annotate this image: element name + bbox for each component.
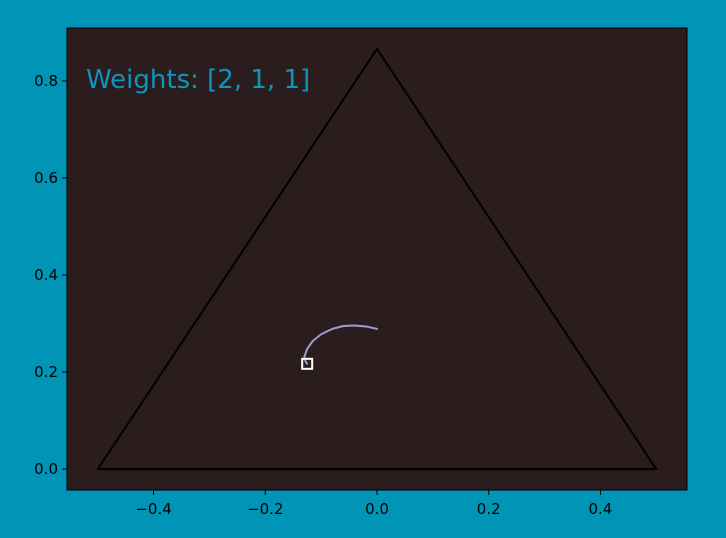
y-tick-label: 0.8 (34, 72, 58, 90)
simplex-triangle (96, 47, 658, 471)
plot-layer (96, 47, 658, 471)
weights-annotation: Weights: [2, 1, 1] (86, 65, 310, 95)
x-tick-label: 0.4 (588, 500, 612, 518)
plot-frame (66, 27, 688, 491)
y-tick-label: 0.6 (34, 169, 58, 187)
current-point-marker (301, 357, 314, 370)
y-tick-label: 0.2 (34, 363, 58, 381)
x-axis-ticks: −0.4 −0.2 0.0 0.2 0.4 (135, 490, 612, 518)
y-tick-label: 0.4 (34, 266, 58, 284)
x-tick-label: 0.2 (477, 500, 501, 518)
y-axis-ticks: 0.0 0.2 0.4 0.6 0.8 (34, 72, 67, 478)
x-tick-label: 0.0 (365, 500, 389, 518)
plot-area (67, 28, 687, 490)
x-tick-label: −0.2 (247, 500, 283, 518)
y-tick-label: 0.0 (34, 460, 58, 478)
x-tick-label: −0.4 (135, 500, 171, 518)
